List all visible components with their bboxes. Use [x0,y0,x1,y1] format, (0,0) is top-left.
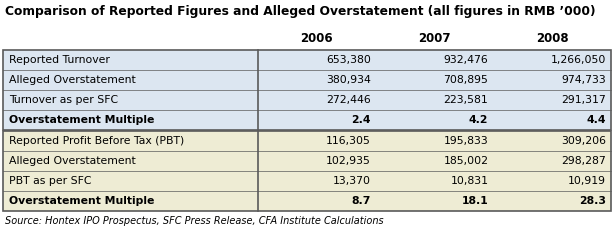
Bar [493,50,611,70]
Bar [258,171,376,191]
Bar [376,171,493,191]
Bar [3,131,611,211]
Text: Overstatement Multiple: Overstatement Multiple [9,196,154,206]
Text: 1,266,050: 1,266,050 [551,55,606,65]
Text: 2008: 2008 [536,32,569,45]
Text: Alleged Overstatement: Alleged Overstatement [9,75,136,85]
Bar [258,191,376,211]
Bar [493,110,611,130]
Bar [376,151,493,171]
Text: 272,446: 272,446 [326,95,371,105]
Bar [3,50,258,70]
Text: Comparison of Reported Figures and Alleged Overstatement (all figures in RMB ’00: Comparison of Reported Figures and Alleg… [5,5,596,18]
Bar [493,191,611,211]
Text: 974,733: 974,733 [561,75,606,85]
Text: Overstatement Multiple: Overstatement Multiple [9,115,154,125]
Text: 309,206: 309,206 [561,136,606,146]
Text: Turnover as per SFC: Turnover as per SFC [9,95,118,105]
Text: 8.7: 8.7 [351,196,371,206]
Text: Source: Hontex IPO Prospectus, SFC Press Release, CFA Institute Calculations: Source: Hontex IPO Prospectus, SFC Press… [5,216,384,226]
Bar [376,50,493,70]
Bar [258,50,376,70]
Bar [258,151,376,171]
Text: 380,934: 380,934 [326,75,371,85]
Text: 4.2: 4.2 [469,115,488,125]
Bar [258,90,376,110]
Text: 116,305: 116,305 [326,136,371,146]
Text: 185,002: 185,002 [443,156,488,166]
Text: 13,370: 13,370 [333,176,371,186]
Bar [3,110,258,130]
Text: 708,895: 708,895 [443,75,488,85]
Text: 195,833: 195,833 [443,136,488,146]
Text: 298,287: 298,287 [561,156,606,166]
Text: 223,581: 223,581 [443,95,488,105]
Bar [258,110,376,130]
Bar [493,171,611,191]
Text: 102,935: 102,935 [326,156,371,166]
Text: 932,476: 932,476 [443,55,488,65]
Text: 28.3: 28.3 [579,196,606,206]
Text: 2006: 2006 [300,32,333,45]
Text: 4.4: 4.4 [586,115,606,125]
Bar [3,70,258,90]
Bar [3,131,258,151]
Bar [493,131,611,151]
Bar [376,131,493,151]
Text: Alleged Overstatement: Alleged Overstatement [9,156,136,166]
Text: 2.4: 2.4 [351,115,371,125]
Bar [376,90,493,110]
Text: 2007: 2007 [418,32,451,45]
Bar [3,151,258,171]
Bar [3,50,611,130]
Text: 18.1: 18.1 [462,196,488,206]
Text: PBT as per SFC: PBT as per SFC [9,176,91,186]
Text: 10,831: 10,831 [450,176,488,186]
Bar [3,191,258,211]
Bar [258,70,376,90]
Bar [493,70,611,90]
Bar [376,110,493,130]
Text: Reported Profit Before Tax (PBT): Reported Profit Before Tax (PBT) [9,136,184,146]
Bar [376,191,493,211]
Bar [258,131,376,151]
Bar [493,151,611,171]
Text: 291,317: 291,317 [561,95,606,105]
Text: Reported Turnover: Reported Turnover [9,55,110,65]
Bar [493,90,611,110]
Bar [376,70,493,90]
Bar [3,171,258,191]
Text: 653,380: 653,380 [326,55,371,65]
Text: 10,919: 10,919 [568,176,606,186]
Bar [3,90,258,110]
